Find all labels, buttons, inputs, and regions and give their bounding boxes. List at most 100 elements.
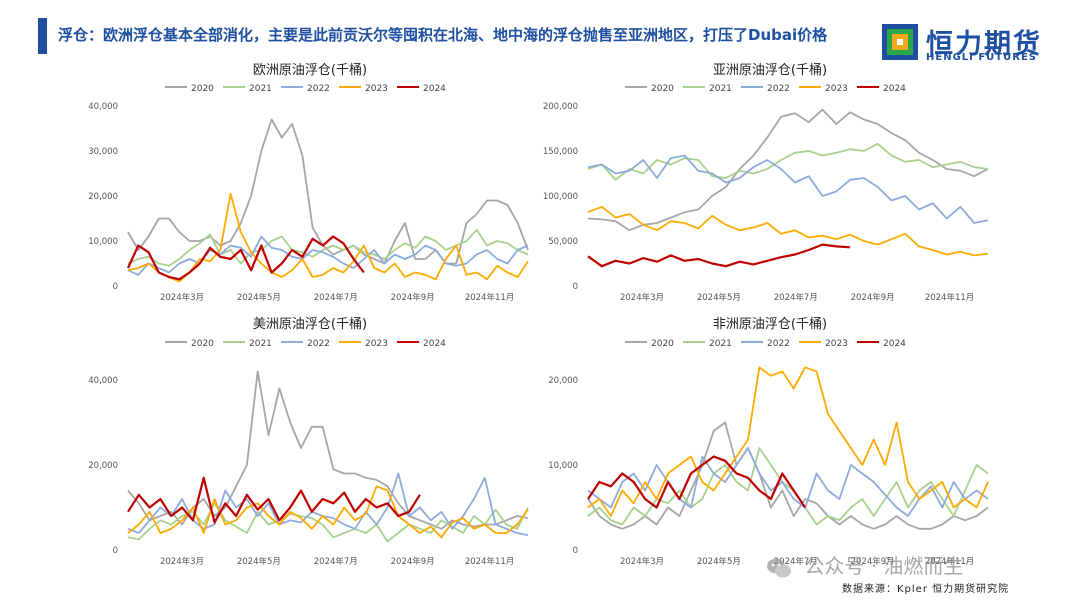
- x-tick-label: 2024年3月: [620, 292, 664, 303]
- y-tick-label: 30,000: [88, 147, 118, 157]
- y-tick-label: 40,000: [88, 102, 118, 112]
- x-tick-label: 2024年7月: [314, 556, 358, 567]
- series-line-2023: [587, 366, 989, 517]
- y-tick-label: 40,000: [88, 376, 118, 386]
- legend-item-2023: 2023: [339, 84, 388, 94]
- series-line-2020: [587, 108, 989, 232]
- logo-text-en: HENGLI FUTURES: [926, 52, 1037, 63]
- legend-item-2020: 2020: [625, 84, 674, 94]
- legend-item-2022: 2022: [741, 339, 790, 349]
- legend-item-2023: 2023: [799, 84, 848, 94]
- y-tick-label: 100,000: [543, 192, 578, 202]
- legend-label: 2021: [249, 339, 272, 349]
- y-tick-label: 10,000: [548, 461, 578, 471]
- chart-americas: 美洲原油浮仓(千桶) 2020 2021 2022 2023 2024 0 20,000 40,…: [80, 310, 540, 572]
- x-tick-label: 2024年9月: [851, 556, 895, 567]
- chart-asia: 亚洲原油浮仓(千桶) 2020 2021 2022 2023 2024 0 50,000 100…: [540, 58, 1000, 308]
- legend-item-2020: 2020: [165, 339, 214, 349]
- legend-label: 2020: [191, 339, 214, 349]
- x-tick-label: 2024年11月: [465, 292, 514, 303]
- logo-text-cn: 恒力期货: [926, 29, 1042, 60]
- legend-item-2022: 2022: [741, 84, 790, 94]
- chart-title: 欧洲原油浮仓(千桶): [253, 63, 367, 78]
- data-source-note: 数据来源：Kpler 恒力期货研究院: [842, 584, 1010, 595]
- legend-item-2023: 2023: [799, 339, 848, 349]
- y-tick-label: 0: [573, 546, 578, 556]
- x-tick-label: 2024年3月: [160, 556, 204, 567]
- chart-svg: 亚洲原油浮仓(千桶) 2020 2021 2022 2023 2024 0 50,000 100…: [543, 63, 989, 303]
- y-tick-label: 150,000: [543, 147, 578, 157]
- y-tick-label: 20,000: [548, 376, 578, 386]
- legend-item-2024: 2024: [397, 84, 446, 94]
- legend-label: 2024: [423, 339, 446, 349]
- legend-label: 2021: [709, 339, 732, 349]
- series-line-2020: [127, 370, 529, 530]
- y-tick-label: 10,000: [88, 237, 118, 247]
- legend-item-2024: 2024: [397, 339, 446, 349]
- x-tick-label: 2024年9月: [391, 556, 435, 567]
- logo-mark-icon: [882, 24, 918, 60]
- legend-label: 2022: [767, 339, 790, 349]
- legend-item-2022: 2022: [281, 84, 330, 94]
- chart-title: 非洲原油浮仓(千桶): [713, 317, 827, 332]
- legend-label: 2024: [423, 84, 446, 94]
- chart-title: 亚洲原油浮仓(千桶): [713, 63, 827, 78]
- legend-label: 2024: [883, 339, 906, 349]
- chart-europe: 欧洲原油浮仓(千桶) 2020 2021 2022 2023 2024 0 10,000 20,…: [80, 58, 540, 308]
- legend-item-2024: 2024: [857, 84, 906, 94]
- x-tick-label: 2024年7月: [774, 556, 818, 567]
- series-line-2023: [127, 192, 529, 283]
- x-tick-label: 2024年3月: [620, 556, 664, 567]
- legend-label: 2023: [825, 339, 848, 349]
- series-line-2020: [587, 421, 989, 530]
- chart-svg: 非洲原油浮仓(千桶) 2020 2021 2022 2023 2024 0 10,000 20,…: [548, 317, 989, 567]
- wechat-icon: [767, 558, 791, 577]
- watermark-text: 公众号 · 油燃而生: [804, 554, 964, 578]
- legend-label: 2020: [651, 84, 674, 94]
- series-line-2021: [587, 447, 989, 526]
- series-line-2024: [587, 243, 851, 268]
- legend-item-2020: 2020: [625, 339, 674, 349]
- legend-label: 2023: [365, 84, 388, 94]
- series-line-2021: [587, 142, 989, 181]
- chart-svg: 欧洲原油浮仓(千桶) 2020 2021 2022 2023 2024 0 10,000 20,…: [88, 63, 529, 303]
- x-tick-label: 2024年3月: [160, 292, 204, 303]
- page-headline: 浮仓：欧洲浮仓基本全部消化，主要是此前贡沃尔等囤积在北海、地中海的浮仓抛售至亚洲…: [58, 26, 828, 44]
- x-tick-label: 2024年7月: [774, 292, 818, 303]
- x-tick-label: 2024年7月: [314, 292, 358, 303]
- legend-label: 2021: [709, 84, 732, 94]
- series-line-2022: [127, 235, 529, 276]
- series-line-2022: [587, 154, 989, 224]
- series-line-2024: [127, 476, 421, 524]
- legend-label: 2022: [307, 339, 330, 349]
- legend-item-2023: 2023: [339, 339, 388, 349]
- legend-item-2020: 2020: [165, 84, 214, 94]
- x-tick-label: 2024年5月: [697, 292, 741, 303]
- y-tick-label: 20,000: [88, 461, 118, 471]
- headline-accent-bar: [38, 18, 47, 54]
- legend-item-2021: 2021: [223, 339, 272, 349]
- legend-label: 2020: [191, 84, 214, 94]
- legend-item-2024: 2024: [857, 339, 906, 349]
- x-tick-label: 2024年11月: [925, 292, 974, 303]
- x-tick-label: 2024年9月: [391, 292, 435, 303]
- series-line-2024: [126, 235, 365, 281]
- chart-africa: 非洲原油浮仓(千桶) 2020 2021 2022 2023 2024 0 10,000 20,…: [540, 310, 1000, 572]
- legend-label: 2022: [307, 84, 330, 94]
- legend-item-2021: 2021: [683, 339, 732, 349]
- x-tick-label: 2024年11月: [925, 556, 974, 567]
- x-tick-label: 2024年5月: [237, 292, 281, 303]
- x-tick-label: 2024年5月: [237, 556, 281, 567]
- legend-item-2022: 2022: [281, 339, 330, 349]
- x-tick-label: 2024年11月: [465, 556, 514, 567]
- series-line-2024: [587, 455, 807, 509]
- legend-label: 2020: [651, 339, 674, 349]
- y-tick-label: 20,000: [88, 192, 118, 202]
- legend-label: 2023: [825, 84, 848, 94]
- y-tick-label: 200,000: [543, 102, 578, 112]
- series-line-2021: [127, 228, 529, 267]
- series-line-2023: [587, 205, 989, 257]
- legend-label: 2021: [249, 84, 272, 94]
- legend-item-2021: 2021: [223, 84, 272, 94]
- chart-title: 美洲原油浮仓(千桶): [253, 317, 367, 332]
